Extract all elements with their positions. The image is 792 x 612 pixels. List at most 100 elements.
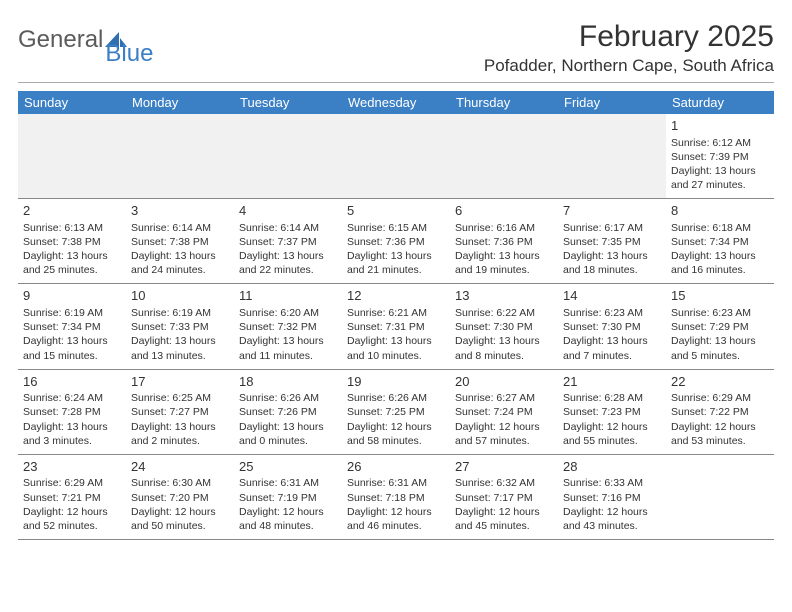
day-info-line: Sunset: 7:18 PM <box>347 491 445 505</box>
day-number: 17 <box>131 373 229 391</box>
day-info-line: Sunrise: 6:25 AM <box>131 391 229 405</box>
day-cell <box>558 114 666 198</box>
day-info-line: Sunset: 7:29 PM <box>671 320 769 334</box>
brand-logo: General Blue <box>18 26 175 54</box>
day-cell: 6Sunrise: 6:16 AMSunset: 7:36 PMDaylight… <box>450 199 558 283</box>
day-number: 26 <box>347 458 445 476</box>
day-info-line: Sunset: 7:33 PM <box>131 320 229 334</box>
day-info-line: Daylight: 12 hours <box>23 505 121 519</box>
day-number: 12 <box>347 287 445 305</box>
day-number: 28 <box>563 458 661 476</box>
day-cell: 12Sunrise: 6:21 AMSunset: 7:31 PMDayligh… <box>342 284 450 368</box>
day-info-line: and 7 minutes. <box>563 349 661 363</box>
day-info-line: Sunset: 7:24 PM <box>455 405 553 419</box>
day-info-line: Sunrise: 6:28 AM <box>563 391 661 405</box>
day-info-line: Sunrise: 6:23 AM <box>671 306 769 320</box>
day-number: 2 <box>23 202 121 220</box>
day-number: 25 <box>239 458 337 476</box>
day-cell: 3Sunrise: 6:14 AMSunset: 7:38 PMDaylight… <box>126 199 234 283</box>
day-number: 8 <box>671 202 769 220</box>
day-cell: 8Sunrise: 6:18 AMSunset: 7:34 PMDaylight… <box>666 199 774 283</box>
day-info-line: Sunset: 7:21 PM <box>23 491 121 505</box>
day-info-line: Sunset: 7:36 PM <box>347 235 445 249</box>
day-cell <box>126 114 234 198</box>
day-info-line: Daylight: 13 hours <box>671 334 769 348</box>
day-info-line: Sunrise: 6:20 AM <box>239 306 337 320</box>
day-info-line: Sunset: 7:35 PM <box>563 235 661 249</box>
day-info-line: and 58 minutes. <box>347 434 445 448</box>
day-info-line: Sunset: 7:30 PM <box>455 320 553 334</box>
day-cell: 24Sunrise: 6:30 AMSunset: 7:20 PMDayligh… <box>126 455 234 539</box>
day-info-line: and 0 minutes. <box>239 434 337 448</box>
day-info-line: Daylight: 13 hours <box>455 249 553 263</box>
day-header-row: Sunday Monday Tuesday Wednesday Thursday… <box>18 91 774 114</box>
day-info-line: Sunset: 7:27 PM <box>131 405 229 419</box>
day-info-line: Daylight: 13 hours <box>239 334 337 348</box>
day-info-line: Daylight: 12 hours <box>671 420 769 434</box>
day-info-line: and 15 minutes. <box>23 349 121 363</box>
day-number: 1 <box>671 117 769 135</box>
day-cell: 1Sunrise: 6:12 AMSunset: 7:39 PMDaylight… <box>666 114 774 198</box>
day-info-line: Daylight: 12 hours <box>131 505 229 519</box>
day-cell <box>18 114 126 198</box>
day-info-line: Sunset: 7:22 PM <box>671 405 769 419</box>
day-info-line: Sunset: 7:17 PM <box>455 491 553 505</box>
day-number: 5 <box>347 202 445 220</box>
day-cell: 7Sunrise: 6:17 AMSunset: 7:35 PMDaylight… <box>558 199 666 283</box>
day-info-line: Daylight: 13 hours <box>239 249 337 263</box>
day-info-line: Sunrise: 6:18 AM <box>671 221 769 235</box>
day-info-line: Sunrise: 6:22 AM <box>455 306 553 320</box>
day-cell: 22Sunrise: 6:29 AMSunset: 7:22 PMDayligh… <box>666 370 774 454</box>
day-header: Saturday <box>666 91 774 114</box>
day-info-line: and 19 minutes. <box>455 263 553 277</box>
day-header: Wednesday <box>342 91 450 114</box>
day-info-line: Daylight: 12 hours <box>347 420 445 434</box>
day-cell: 9Sunrise: 6:19 AMSunset: 7:34 PMDaylight… <box>18 284 126 368</box>
day-number: 24 <box>131 458 229 476</box>
day-cell: 20Sunrise: 6:27 AMSunset: 7:24 PMDayligh… <box>450 370 558 454</box>
day-number: 22 <box>671 373 769 391</box>
day-info-line: Sunset: 7:39 PM <box>671 150 769 164</box>
day-info-line: and 43 minutes. <box>563 519 661 533</box>
week-row: 9Sunrise: 6:19 AMSunset: 7:34 PMDaylight… <box>18 284 774 369</box>
day-info-line: and 48 minutes. <box>239 519 337 533</box>
day-info-line: Sunset: 7:16 PM <box>563 491 661 505</box>
day-number: 3 <box>131 202 229 220</box>
day-info-line: Sunset: 7:19 PM <box>239 491 337 505</box>
divider <box>18 82 774 83</box>
location: Pofadder, Northern Cape, South Africa <box>484 56 774 76</box>
month-title: February 2025 <box>484 20 774 54</box>
day-cell: 15Sunrise: 6:23 AMSunset: 7:29 PMDayligh… <box>666 284 774 368</box>
day-number: 15 <box>671 287 769 305</box>
day-info-line: Sunrise: 6:15 AM <box>347 221 445 235</box>
day-info-line: and 22 minutes. <box>239 263 337 277</box>
day-cell: 21Sunrise: 6:28 AMSunset: 7:23 PMDayligh… <box>558 370 666 454</box>
day-cell <box>234 114 342 198</box>
day-info-line: Sunset: 7:34 PM <box>671 235 769 249</box>
day-info-line: and 46 minutes. <box>347 519 445 533</box>
day-info-line: Daylight: 13 hours <box>347 249 445 263</box>
day-info-line: and 52 minutes. <box>23 519 121 533</box>
day-info-line: Daylight: 13 hours <box>23 420 121 434</box>
day-info-line: and 21 minutes. <box>347 263 445 277</box>
day-info-line: Sunrise: 6:27 AM <box>455 391 553 405</box>
day-info-line: and 53 minutes. <box>671 434 769 448</box>
day-info-line: and 5 minutes. <box>671 349 769 363</box>
day-info-line: Daylight: 12 hours <box>563 420 661 434</box>
day-info-line: Sunrise: 6:19 AM <box>131 306 229 320</box>
day-info-line: Sunrise: 6:26 AM <box>239 391 337 405</box>
day-info-line: Daylight: 13 hours <box>671 249 769 263</box>
day-cell: 13Sunrise: 6:22 AMSunset: 7:30 PMDayligh… <box>450 284 558 368</box>
day-number: 18 <box>239 373 337 391</box>
day-info-line: and 11 minutes. <box>239 349 337 363</box>
day-info-line: Daylight: 13 hours <box>347 334 445 348</box>
day-cell: 26Sunrise: 6:31 AMSunset: 7:18 PMDayligh… <box>342 455 450 539</box>
day-info-line: and 2 minutes. <box>131 434 229 448</box>
day-info-line: Sunset: 7:28 PM <box>23 405 121 419</box>
day-info-line: Daylight: 12 hours <box>347 505 445 519</box>
day-number: 6 <box>455 202 553 220</box>
day-info-line: Sunset: 7:32 PM <box>239 320 337 334</box>
day-cell: 23Sunrise: 6:29 AMSunset: 7:21 PMDayligh… <box>18 455 126 539</box>
day-info-line: Daylight: 13 hours <box>23 334 121 348</box>
day-info-line: Sunset: 7:30 PM <box>563 320 661 334</box>
